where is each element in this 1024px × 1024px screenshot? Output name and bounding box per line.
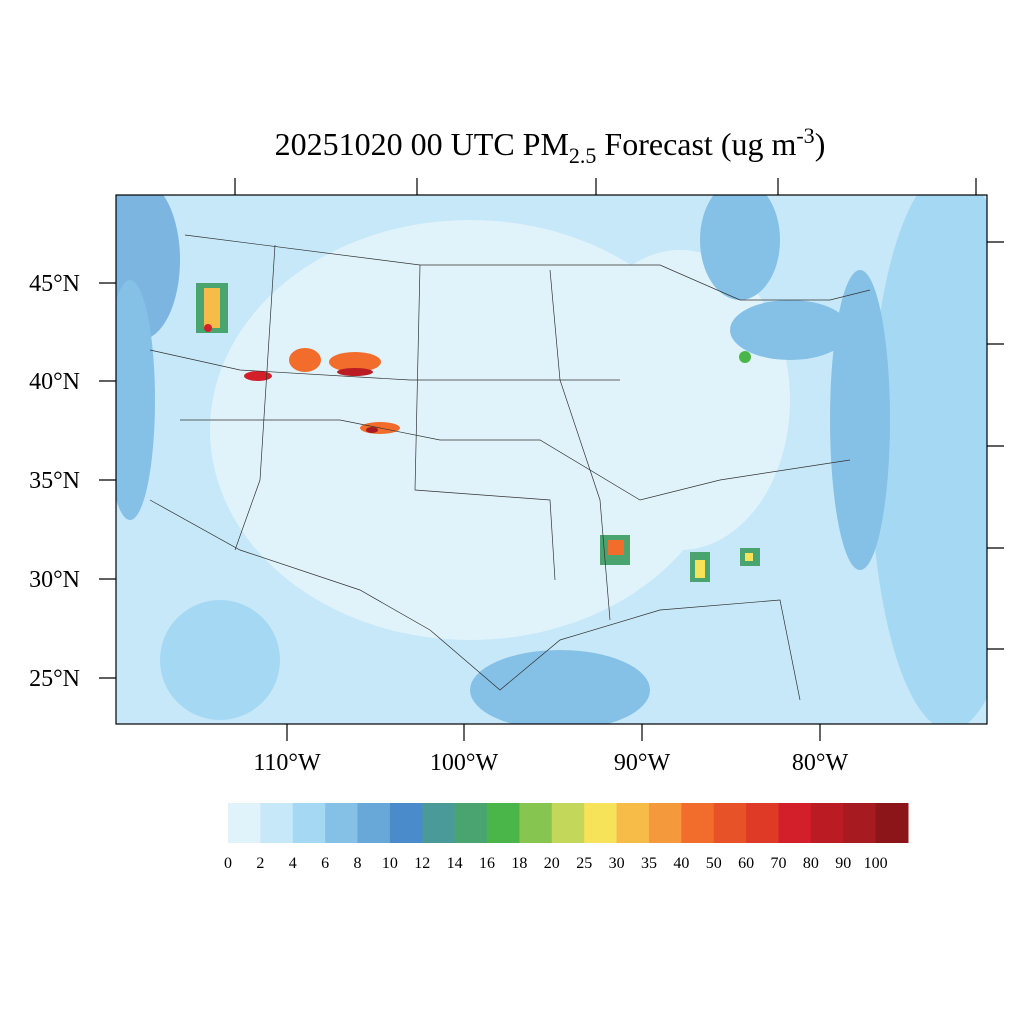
colorbar-box — [681, 803, 715, 843]
colorbar-label: 6 — [321, 855, 329, 872]
colorbar-box — [843, 803, 877, 843]
colorbar-label: 18 — [511, 855, 527, 872]
boundaries — [149, 234, 871, 701]
colorbar-label: 60 — [738, 855, 754, 872]
latitude-label: 30°N — [29, 567, 80, 593]
colorbar-box — [325, 803, 359, 843]
latitude-label: 45°N — [29, 271, 80, 297]
colorbar-box — [778, 803, 812, 843]
colorbar-label: 100 — [864, 855, 888, 872]
colorbar-label: 4 — [289, 855, 297, 872]
longitude-label: 110°W — [253, 750, 321, 776]
colorbar-label: 14 — [447, 855, 463, 872]
colorbar-box — [551, 803, 585, 843]
colorbar-label: 50 — [706, 855, 722, 872]
colorbar-label: 10 — [382, 855, 398, 872]
title-end: ) — [815, 126, 826, 162]
colorbar-label: 80 — [803, 855, 819, 872]
colorbar-label: 30 — [609, 855, 625, 872]
colorbar-label: 35 — [641, 855, 657, 872]
map-field — [116, 195, 987, 724]
longitude-label: 100°W — [430, 750, 499, 776]
colorbar-box — [422, 803, 456, 843]
title-sup: -3 — [796, 123, 814, 148]
colorbar-box — [746, 803, 779, 843]
colorbar-label: 70 — [770, 855, 786, 872]
colorbar-box — [228, 803, 261, 843]
map-frame — [115, 194, 988, 725]
colorbar-label: 40 — [673, 855, 689, 872]
colorbar-box — [454, 803, 488, 843]
title-sub: 2.5 — [569, 143, 597, 168]
colorbar-box — [648, 803, 682, 843]
frame-ticks — [99, 178, 1004, 741]
latitude-label: 25°N — [29, 666, 80, 692]
colorbar-box — [357, 803, 391, 843]
title-main: 20251020 00 UTC PM — [275, 126, 569, 162]
colorbar-label: 2 — [256, 855, 264, 872]
colorbar-box — [584, 803, 618, 843]
latitude-label: 35°N — [29, 468, 80, 494]
colorbar-label: 25 — [576, 855, 592, 872]
colorbar-box — [875, 803, 909, 843]
colorbar-label: 16 — [479, 855, 495, 872]
colorbar-box — [292, 803, 326, 843]
colorbar-box — [260, 803, 294, 843]
colorbar-box — [616, 803, 650, 843]
colorbar-box — [487, 803, 520, 843]
colorbar-box — [519, 803, 553, 843]
title-rest: Forecast (ug m — [596, 126, 796, 162]
colorbar-label: 0 — [224, 855, 232, 872]
longitude-label: 80°W — [792, 750, 849, 776]
colorbar-box — [389, 803, 423, 843]
colorbar-box — [713, 803, 747, 843]
colorbar-label: 8 — [354, 855, 362, 872]
longitude-label: 90°W — [614, 750, 671, 776]
title: 20251020 00 UTC PM2.5 Forecast (ug m-3) — [275, 123, 826, 168]
colorbar-label: 12 — [414, 855, 430, 872]
colorbar-label: 20 — [544, 855, 560, 872]
latitude-label: 40°N — [29, 369, 80, 395]
colorbar-box — [810, 803, 844, 843]
colorbar-label: 90 — [835, 855, 851, 872]
